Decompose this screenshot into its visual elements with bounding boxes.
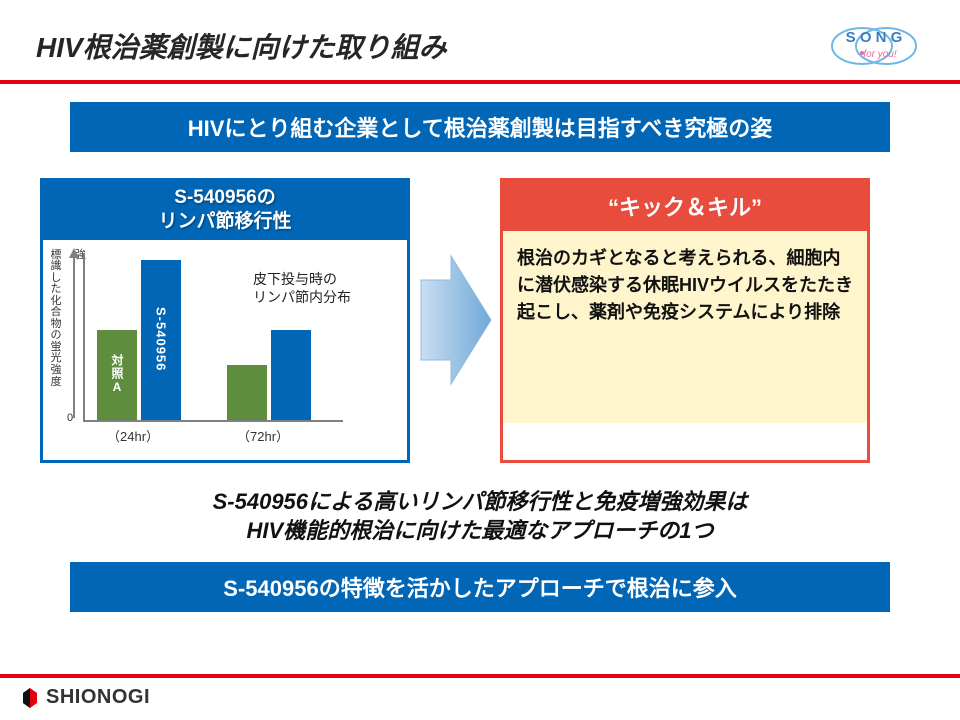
- axis-horizontal: [83, 420, 343, 422]
- mid-row: S-540956の リンパ節移行性 標識した化合物の蛍光強度 強 0 対照AS-…: [40, 178, 920, 463]
- kick-body: 根治のカギとなると考えられる、細胞内に潜伏感染する休眠HIVウイルスをたたき起こ…: [503, 231, 867, 423]
- shionogi-mark-icon: [20, 687, 40, 709]
- chart-note: 皮下投与時の リンパ節内分布: [253, 270, 351, 306]
- chart-note-l2: リンパ節内分布: [253, 289, 351, 305]
- footer-logo: SHIONOGI: [0, 686, 960, 709]
- bar: S-540956: [141, 260, 181, 420]
- bar: [271, 330, 311, 420]
- chart-card: S-540956の リンパ節移行性 標識した化合物の蛍光強度 強 0 対照AS-…: [40, 178, 410, 463]
- chart-body: 標識した化合物の蛍光強度 強 0 対照AS-540956（24hr）（72hr）…: [43, 240, 407, 460]
- summary-l2: HIV機能的根治に向けた最適なアプローチの1つ: [247, 518, 714, 543]
- y-arrow-icon: [69, 248, 79, 418]
- x-label: （24hr）: [107, 426, 159, 445]
- footer-brand: SHIONOGI: [46, 686, 150, 709]
- footer-divider: [0, 674, 960, 678]
- header: HIV根治薬創製に向けた取り組み S O N G for you!: [0, 0, 960, 80]
- y-zero-label: 0: [67, 412, 73, 424]
- footer: SHIONOGI: [0, 674, 960, 720]
- bar: [227, 365, 267, 420]
- chart-title: S-540956の リンパ節移行性: [43, 181, 407, 240]
- bar-label: 対照A: [111, 354, 123, 395]
- axis-vertical: [83, 254, 85, 422]
- arrow-big: [410, 178, 500, 463]
- content: HIVにとり組む企業として根治薬創製は目指すべき究極の姿 S-540956の リ…: [0, 84, 960, 612]
- banner-top: HIVにとり組む企業として根治薬創製は目指すべき究極の姿: [70, 102, 890, 152]
- kick-card: “キック＆キル” 根治のカギとなると考えられる、細胞内に潜伏感染する休眠HIVウ…: [500, 178, 870, 463]
- chart-note-l1: 皮下投与時の: [253, 271, 337, 287]
- summary-text: S-540956による高いリンパ節移行性と免疫増強効果は HIV機能的根治に向け…: [40, 487, 920, 546]
- page-title: HIV根治薬創製に向けた取り組み: [36, 26, 447, 66]
- summary-l1: S-540956による高いリンパ節移行性と免疫増強効果は: [213, 489, 748, 514]
- song-logo-text: S O N G: [846, 29, 903, 46]
- kick-title: “キック＆キル”: [503, 181, 867, 231]
- chart-title-line2: リンパ節移行性: [158, 211, 291, 232]
- arrow-icon: [415, 250, 495, 390]
- banner-bottom: S-540956の特徴を活かしたアプローチで根治に参入: [70, 562, 890, 612]
- chart-title-line1: S-540956の: [174, 187, 275, 208]
- y-axis-label: 標識した化合物の蛍光強度: [49, 250, 63, 389]
- bar: 対照A: [97, 330, 137, 420]
- song-logo: S O N G for you!: [824, 18, 924, 74]
- x-label: （72hr）: [237, 426, 289, 445]
- song-logo-sub: for you!: [863, 49, 897, 60]
- bar-label: S-540956: [154, 307, 169, 371]
